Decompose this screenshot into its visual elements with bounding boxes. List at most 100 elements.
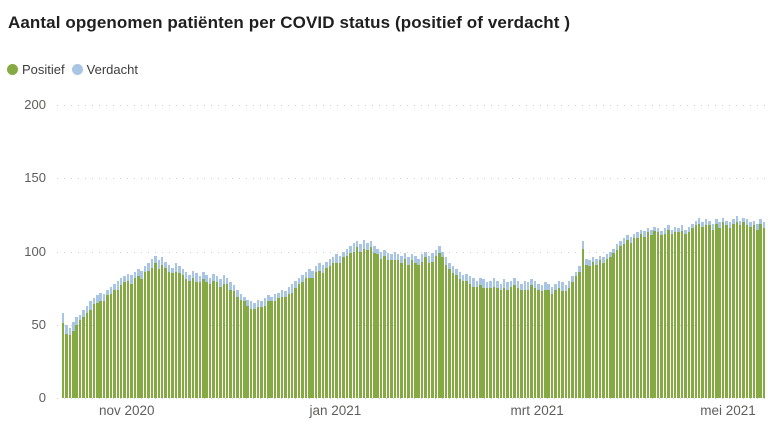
bar[interactable] xyxy=(287,286,291,398)
bar[interactable] xyxy=(232,285,236,398)
bar[interactable] xyxy=(236,289,239,398)
bar[interactable] xyxy=(711,223,715,398)
bar[interactable] xyxy=(479,277,482,398)
bar[interactable] xyxy=(92,298,96,398)
bar[interactable] xyxy=(595,258,598,398)
bar[interactable] xyxy=(328,258,332,398)
bar[interactable] xyxy=(174,263,178,398)
bar[interactable] xyxy=(195,273,198,398)
bar[interactable] xyxy=(143,266,147,398)
bar[interactable] xyxy=(434,250,438,398)
bar[interactable] xyxy=(427,255,431,398)
bar[interactable] xyxy=(164,261,167,398)
bar[interactable] xyxy=(106,289,109,398)
bar[interactable] xyxy=(414,255,417,398)
bar[interactable] xyxy=(715,219,718,398)
bar[interactable] xyxy=(458,272,462,398)
bar[interactable] xyxy=(212,273,215,398)
bar[interactable] xyxy=(321,264,325,398)
bar[interactable] xyxy=(400,255,403,398)
bar[interactable] xyxy=(561,282,564,398)
bar[interactable] xyxy=(140,270,143,398)
bar[interactable] xyxy=(564,285,568,398)
bar[interactable] xyxy=(297,277,301,398)
bar[interactable] xyxy=(184,272,188,398)
bar[interactable] xyxy=(102,294,106,398)
bar[interactable] xyxy=(550,286,554,398)
bar[interactable] xyxy=(591,257,595,398)
bar[interactable] xyxy=(410,254,414,398)
bar[interactable] xyxy=(113,283,116,398)
bar[interactable] xyxy=(109,286,113,398)
bar[interactable] xyxy=(308,269,311,398)
bar[interactable] xyxy=(270,296,273,398)
bar[interactable] xyxy=(598,255,602,398)
bar[interactable] xyxy=(660,231,663,398)
bar[interactable] xyxy=(585,258,588,398)
bar[interactable] xyxy=(96,295,99,398)
bar[interactable] xyxy=(571,276,574,398)
bar[interactable] xyxy=(496,280,499,398)
bar[interactable] xyxy=(383,250,386,398)
bar[interactable] xyxy=(386,252,390,398)
bar[interactable] xyxy=(202,272,205,398)
bar[interactable] xyxy=(126,273,130,398)
bar[interactable] xyxy=(574,272,578,398)
bar[interactable] xyxy=(567,280,571,398)
bar[interactable] xyxy=(147,263,150,398)
bar[interactable] xyxy=(533,280,537,398)
bar[interactable] xyxy=(420,254,424,398)
bar[interactable] xyxy=(547,283,550,398)
bar[interactable] xyxy=(263,298,267,398)
bar[interactable] xyxy=(670,229,674,398)
legend-item-positief[interactable]: Positief xyxy=(7,62,65,77)
bar[interactable] xyxy=(68,327,72,398)
bar[interactable] xyxy=(745,219,749,398)
bar[interactable] xyxy=(513,277,516,398)
bar[interactable] xyxy=(119,277,123,398)
bar[interactable] xyxy=(451,266,455,398)
bar[interactable] xyxy=(605,254,609,398)
bar[interactable] xyxy=(523,280,526,398)
bar[interactable] xyxy=(557,280,561,398)
bar[interactable] xyxy=(461,274,465,398)
bar[interactable] xyxy=(749,222,752,398)
bar[interactable] xyxy=(448,263,451,398)
bar[interactable] xyxy=(225,277,229,398)
bar[interactable] xyxy=(246,299,249,398)
bar[interactable] xyxy=(691,223,694,398)
bar[interactable] xyxy=(273,294,277,398)
legend-item-verdacht[interactable]: Verdacht xyxy=(71,62,138,77)
bar[interactable] xyxy=(554,283,557,398)
bar[interactable] xyxy=(472,277,475,398)
bar[interactable] xyxy=(738,220,742,398)
bar[interactable] xyxy=(530,279,533,398)
bar[interactable] xyxy=(632,233,636,398)
bar[interactable] xyxy=(742,217,745,398)
bar[interactable] xyxy=(639,229,643,398)
bar[interactable] xyxy=(629,236,633,398)
bar[interactable] xyxy=(373,245,376,398)
bar[interactable] xyxy=(578,266,581,398)
bar[interactable] xyxy=(362,239,366,398)
bar[interactable] xyxy=(643,231,646,398)
bar[interactable] xyxy=(537,283,540,398)
bar[interactable] xyxy=(157,260,161,398)
bar[interactable] xyxy=(188,274,191,398)
bar[interactable] xyxy=(506,282,509,398)
bar[interactable] xyxy=(526,282,530,398)
bar[interactable] xyxy=(277,292,280,398)
bar[interactable] xyxy=(345,248,349,398)
bar[interactable] xyxy=(502,279,506,398)
bar[interactable] xyxy=(290,283,294,398)
bar[interactable] xyxy=(612,248,615,398)
bar[interactable] xyxy=(650,229,653,398)
bar[interactable] xyxy=(116,280,120,398)
bar[interactable] xyxy=(656,228,660,398)
bar[interactable] xyxy=(85,305,89,398)
bar[interactable] xyxy=(468,276,472,398)
bar[interactable] xyxy=(489,280,492,398)
bar[interactable] xyxy=(215,276,219,398)
bar[interactable] xyxy=(465,273,468,398)
bar[interactable] xyxy=(438,245,441,398)
